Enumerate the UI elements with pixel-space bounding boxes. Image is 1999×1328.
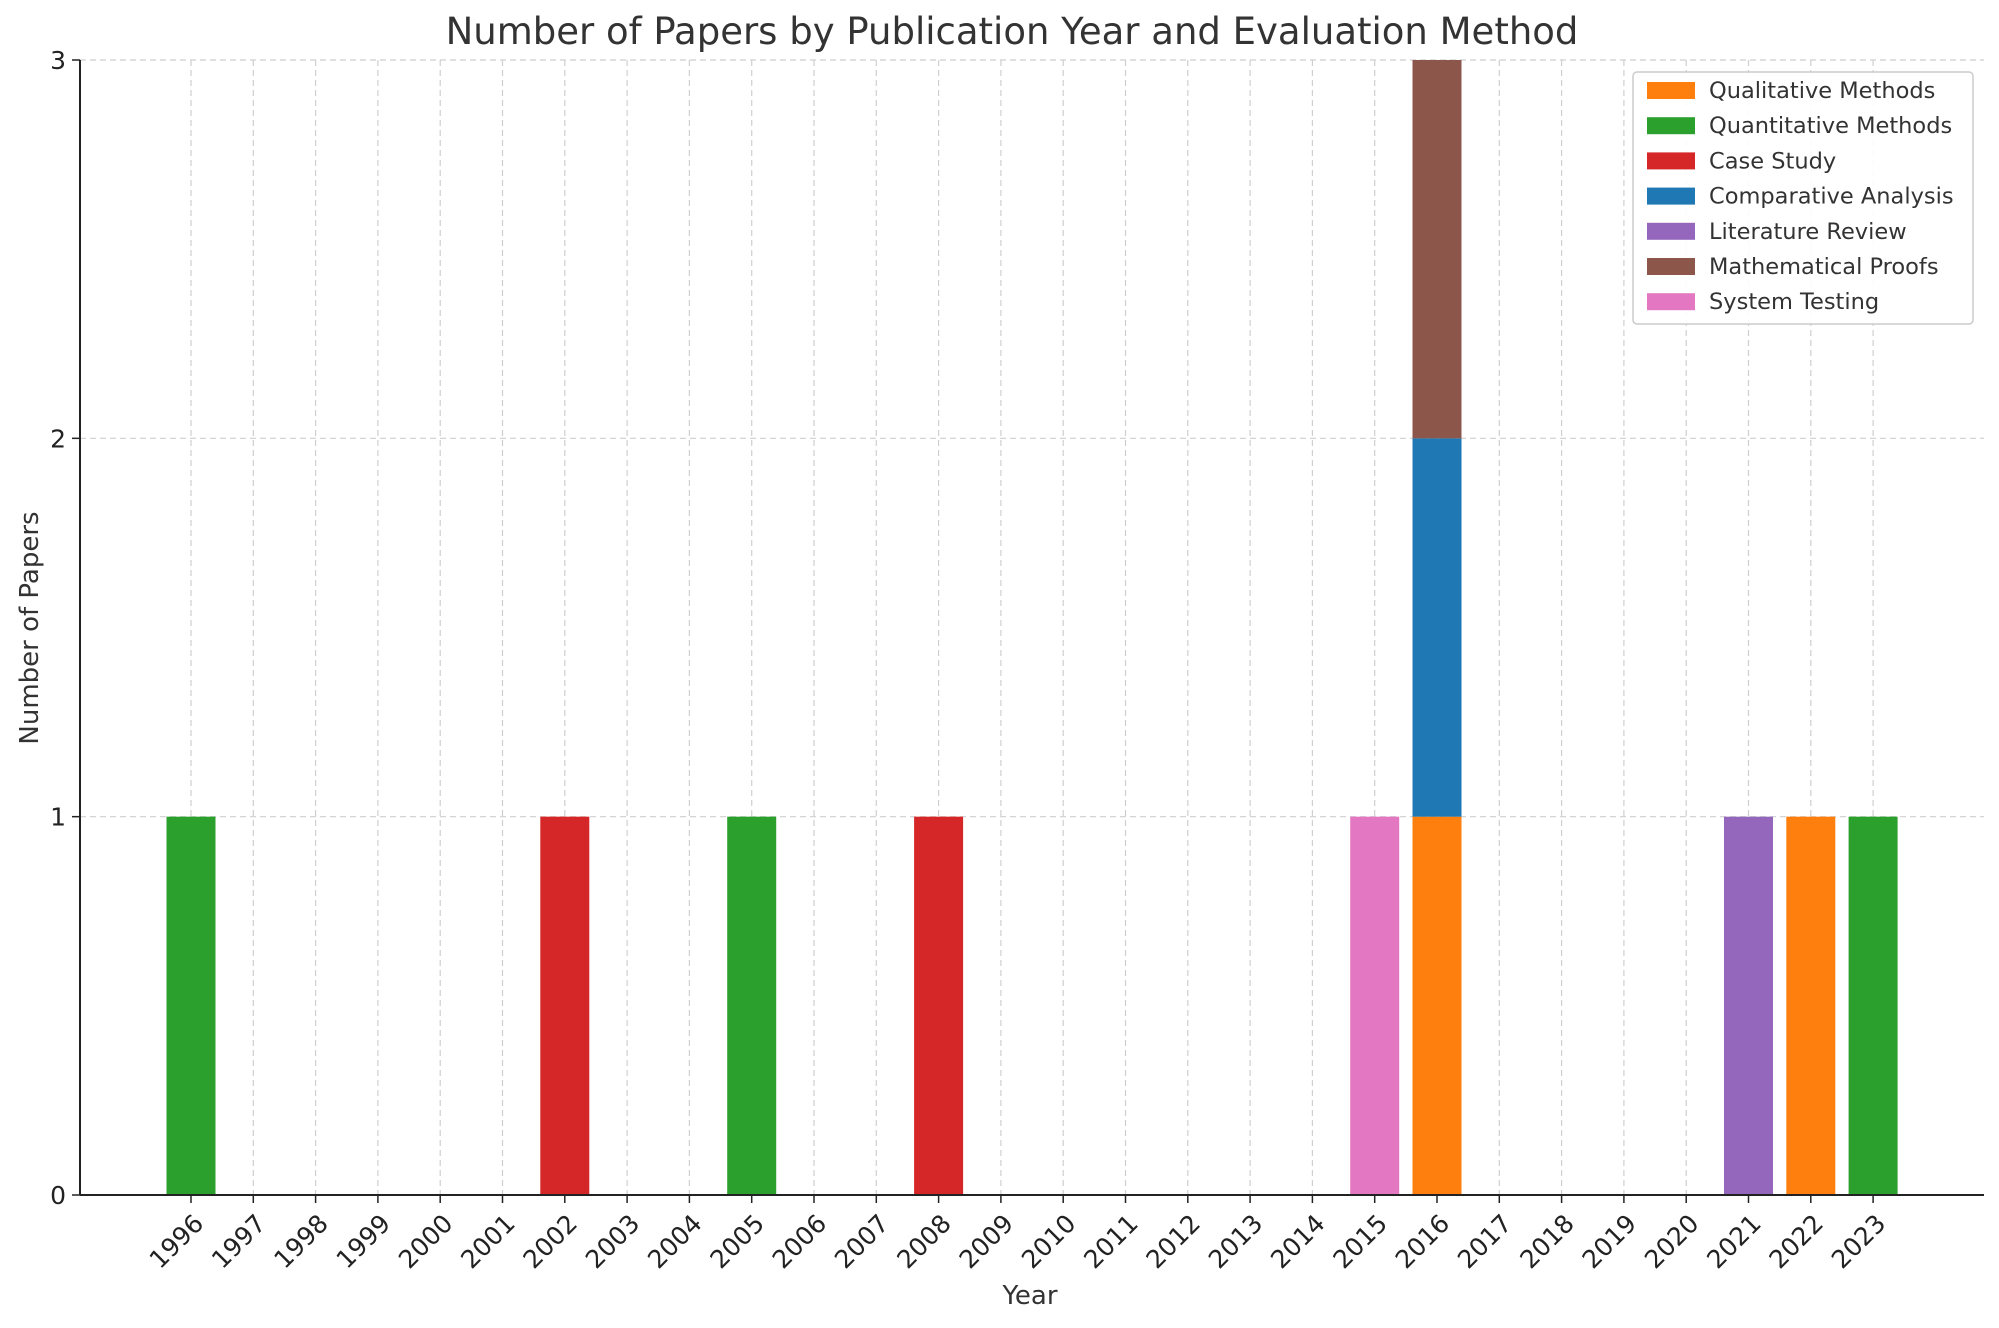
legend-swatch: [1647, 258, 1695, 275]
bar-2016-series-3: [1412, 438, 1462, 817]
y-ticks: 0 1 2 3: [50, 46, 80, 1210]
x-tick-label: 2002: [518, 1209, 583, 1274]
bar-2005-series-1: [727, 816, 777, 1195]
x-tick-label: 2009: [954, 1209, 1019, 1274]
x-tick-label: 2017: [1452, 1209, 1517, 1274]
bar-2016-series-0: [1412, 816, 1462, 1195]
legend-label: Qualitative Methods: [1709, 78, 1935, 104]
x-tick-label: 2016: [1390, 1209, 1455, 1274]
x-tick-label: 2007: [829, 1209, 894, 1274]
bar-2008-series-2: [914, 816, 964, 1195]
legend-swatch: [1647, 152, 1695, 170]
bar-1996-series-1: [166, 816, 216, 1195]
x-tick-label: 1999: [331, 1209, 396, 1274]
x-tick-label: 2005: [704, 1209, 769, 1274]
legend-label: System Testing: [1709, 289, 1879, 315]
x-tick-label: 2012: [1141, 1209, 1206, 1274]
legend-swatch: [1647, 187, 1695, 205]
legend-swatch: [1647, 293, 1695, 311]
legend-swatch: [1647, 117, 1695, 135]
bar-2021-series-4: [1724, 816, 1773, 1195]
legend-swatch: [1647, 222, 1695, 240]
x-tick-label: 2020: [1639, 1209, 1704, 1274]
x-tick-label: 2021: [1701, 1209, 1766, 1274]
x-tick-label: 1998: [268, 1209, 333, 1274]
bar-2002-series-2: [540, 816, 590, 1195]
x-tick-label: 2003: [580, 1209, 645, 1274]
legend-label: Case Study: [1709, 148, 1836, 174]
bar-2023-series-1: [1848, 816, 1898, 1195]
x-tick-label: 2004: [642, 1209, 707, 1274]
y-tick-label: 0: [50, 1181, 66, 1210]
legend-label: Quantitative Methods: [1709, 113, 1952, 139]
chart-title: Number of Papers by Publication Year and…: [446, 10, 1579, 53]
x-tick-label: 2014: [1265, 1209, 1330, 1274]
x-tick-label: 1996: [144, 1209, 209, 1274]
x-tick-label: 2001: [455, 1209, 520, 1274]
bar-2016-series-5: [1412, 60, 1462, 439]
y-tick-label: 2: [50, 424, 66, 453]
legend-label: Mathematical Proofs: [1709, 254, 1939, 280]
x-tick-label: 2022: [1764, 1209, 1829, 1274]
bar-2022-series-0: [1786, 816, 1836, 1195]
x-tick-label: 2013: [1203, 1209, 1268, 1274]
x-tick-label: 2011: [1078, 1209, 1143, 1274]
x-tick-label: 2018: [1514, 1209, 1579, 1274]
legend: Qualitative Methods Quantitative Methods C…: [1632, 71, 1974, 325]
bars: [166, 60, 1898, 1195]
x-tick-label: 2006: [767, 1209, 832, 1274]
x-tick-label: 2008: [891, 1209, 956, 1274]
legend-label: Comparative Analysis: [1709, 184, 1954, 210]
x-axis-label: Year: [1001, 1281, 1057, 1311]
x-tick-label: 2019: [1577, 1209, 1642, 1274]
x-tick-label: 1997: [206, 1209, 271, 1274]
y-tick-label: 3: [50, 46, 66, 75]
x-tick-label: 2010: [1016, 1209, 1081, 1274]
y-axis-label: Number of Papers: [15, 511, 45, 744]
legend-swatch: [1647, 82, 1695, 99]
x-tick-label: 2000: [393, 1209, 458, 1274]
bar-2015-series-6: [1350, 816, 1400, 1195]
axes: [79, 60, 1984, 1196]
legend-label: Literature Review: [1709, 219, 1907, 245]
x-tick-label: 2015: [1327, 1209, 1392, 1274]
x-tick-label: 2023: [1826, 1209, 1891, 1274]
legend-box: [1632, 71, 1974, 325]
x-ticks: 1996199719981999200020012002200320042005…: [144, 1195, 1891, 1274]
y-tick-label: 1: [50, 803, 66, 832]
